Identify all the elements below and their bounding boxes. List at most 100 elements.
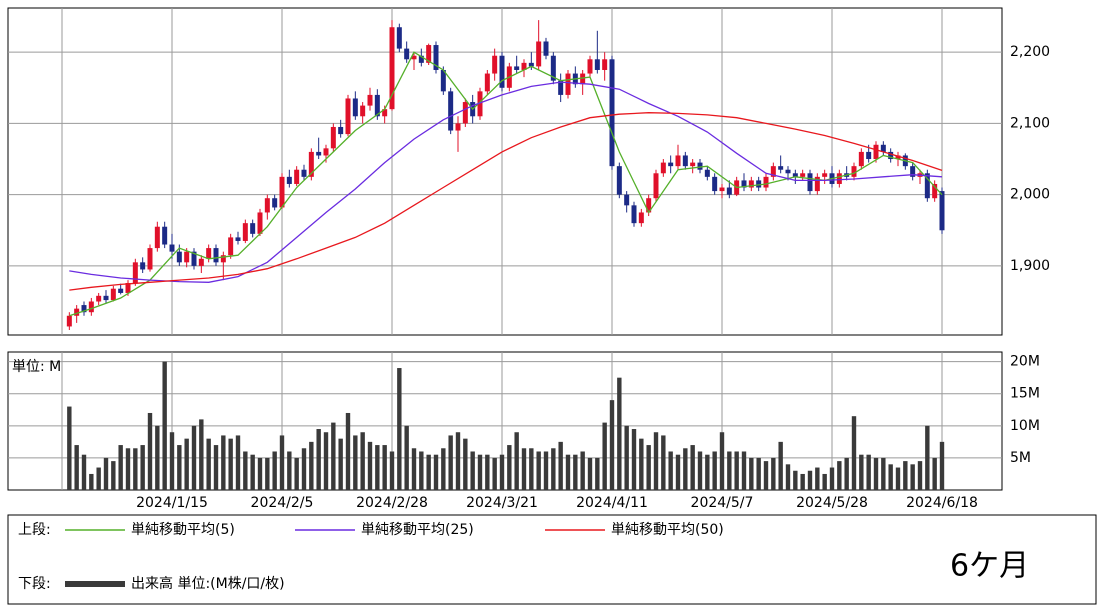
candle-body [455, 123, 461, 131]
candle-body [778, 166, 784, 170]
volume-bar [529, 448, 534, 490]
candle-body [770, 166, 776, 177]
volume-bar [382, 445, 387, 490]
candle-body [294, 169, 300, 184]
volume-bar [646, 445, 651, 490]
volume-bar [250, 454, 255, 490]
candle-body [492, 55, 498, 74]
volume-bar [793, 470, 798, 490]
volume-bar [741, 451, 747, 490]
candle-body [675, 155, 681, 167]
candle-body [213, 248, 219, 263]
volume-bar [74, 445, 79, 490]
volume-bar [903, 461, 908, 490]
volume-bar [389, 451, 395, 490]
candle-body [66, 315, 72, 327]
candle-body [323, 148, 329, 156]
candle-body [690, 162, 696, 167]
volume-bar [367, 441, 373, 490]
candle-body [88, 301, 94, 313]
candle-body [426, 45, 432, 63]
volume-bar [514, 432, 519, 490]
volume-bar [881, 457, 886, 490]
legend-label: 単純移動平均(50) [611, 522, 724, 538]
candle-body [528, 62, 534, 67]
candle-body [374, 94, 380, 117]
volume-bar [118, 445, 123, 490]
candle-body [286, 176, 292, 184]
candle-body [228, 237, 234, 256]
volume-bar [243, 451, 248, 490]
candle-body [660, 162, 666, 174]
volume-bar [89, 473, 94, 490]
candle-body [514, 66, 520, 70]
candle-body [550, 55, 556, 81]
candle-body [103, 295, 109, 301]
candle-body [433, 45, 439, 70]
volume-bar [125, 448, 131, 490]
volume-bar [294, 457, 299, 490]
volume-bar [785, 464, 791, 490]
candle-body [257, 212, 263, 234]
volume-bar [939, 441, 945, 490]
volume-bar [749, 457, 754, 490]
volume-bar [199, 419, 204, 490]
volume-bar [221, 435, 226, 490]
volume-bar [617, 377, 622, 490]
volume-bar [375, 445, 380, 490]
volume-bar [727, 451, 732, 490]
candle-body [814, 176, 820, 192]
volume-bar [272, 451, 277, 490]
candle-body [616, 166, 622, 195]
volume-bar [829, 467, 835, 490]
candle-body [697, 162, 703, 170]
volume-bar [265, 457, 270, 490]
volume-bar [448, 435, 453, 490]
volume-bar [888, 464, 893, 490]
candle-body [81, 305, 87, 313]
candle-body [741, 180, 747, 188]
volume-bar [492, 457, 497, 490]
candle-body [594, 59, 600, 70]
legend-label: 単純移動平均(5) [131, 522, 235, 538]
volume-bar [873, 457, 879, 490]
volume-bar [301, 448, 307, 490]
moving-average-line [69, 51, 943, 317]
volume-bar [859, 454, 864, 490]
candle-body [316, 151, 322, 156]
candle-body [704, 169, 710, 177]
volume-bar [477, 454, 483, 490]
candle-body [367, 94, 373, 106]
moving-average-line [69, 81, 943, 283]
candle-body [748, 180, 754, 188]
volume-bar [140, 445, 145, 490]
volume-bar [184, 438, 189, 490]
volume-bar [807, 470, 813, 490]
y-tick-label: 2,200 [1010, 44, 1050, 60]
volume-bar [206, 438, 211, 490]
volume-bar [565, 454, 571, 490]
volume-bar [323, 432, 329, 490]
volume-bar [771, 457, 776, 490]
volume-bar [257, 457, 263, 490]
volume-bar [639, 438, 644, 490]
candle-body [110, 288, 116, 301]
volume-bar [470, 451, 475, 490]
volume-bar [155, 425, 160, 490]
volume-bar [822, 473, 827, 490]
candle-body [565, 73, 571, 95]
candle-body [235, 237, 241, 241]
volume-bar [917, 461, 923, 490]
volume-bar [800, 473, 805, 490]
candle-body [631, 205, 637, 224]
volume-bar [96, 467, 101, 490]
volume-bar [815, 467, 820, 490]
candle-body [587, 59, 593, 74]
candle-body [338, 126, 344, 135]
volume-bar [81, 454, 87, 490]
candle-body [125, 282, 131, 293]
candle-body [176, 251, 182, 263]
candle-body [301, 169, 307, 177]
volume-bar [543, 451, 549, 490]
volume-bar [419, 451, 424, 490]
